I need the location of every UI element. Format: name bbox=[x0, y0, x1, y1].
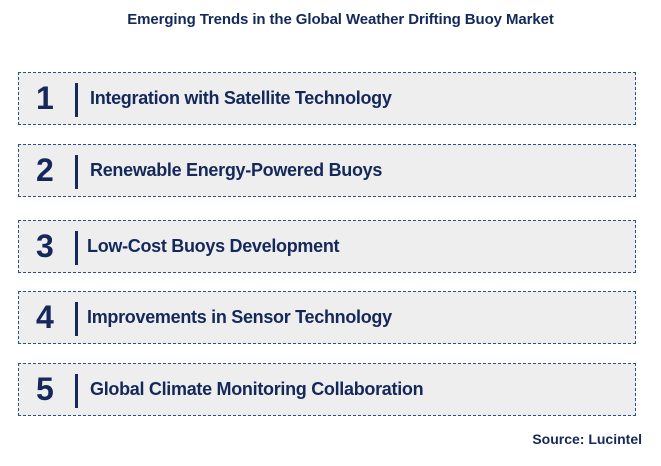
trend-label: Renewable Energy-Powered Buoys bbox=[90, 160, 383, 180]
source-credit: Source: Lucintel bbox=[532, 431, 642, 447]
diagram-title: Emerging Trends in the Global Weather Dr… bbox=[127, 11, 554, 28]
trend-number: 2 bbox=[36, 152, 54, 188]
trend-label: Low-Cost Buoys Development bbox=[87, 236, 340, 256]
trend-item-5: 5 Global Climate Monitoring Collaboratio… bbox=[18, 363, 636, 416]
trend-item-3: 3 Low-Cost Buoys Development bbox=[18, 220, 636, 273]
trend-number: 4 bbox=[36, 299, 54, 335]
divider-bar bbox=[75, 231, 78, 265]
divider-bar bbox=[75, 83, 78, 117]
trend-label: Integration with Satellite Technology bbox=[90, 88, 392, 108]
trend-item-1: 1 Integration with Satellite Technology bbox=[18, 72, 636, 125]
trend-number: 3 bbox=[36, 228, 54, 264]
divider-bar bbox=[75, 302, 78, 336]
trend-item-4: 4 Improvements in Sensor Technology bbox=[18, 291, 636, 344]
divider-bar bbox=[75, 374, 78, 408]
trend-label: Global Climate Monitoring Collaboration bbox=[90, 379, 424, 399]
divider-bar bbox=[75, 155, 78, 189]
trend-label: Improvements in Sensor Technology bbox=[87, 307, 392, 327]
trend-number: 5 bbox=[36, 371, 54, 407]
trend-number: 1 bbox=[36, 80, 54, 116]
trend-item-2: 2 Renewable Energy-Powered Buoys bbox=[18, 144, 636, 197]
